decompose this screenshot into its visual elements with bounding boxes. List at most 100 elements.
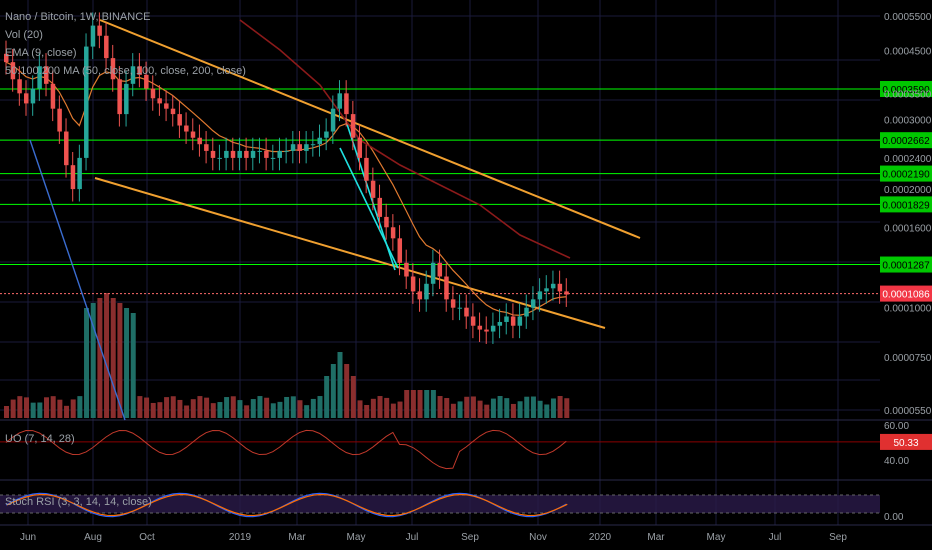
- price-tick-label: 0.0001600: [884, 223, 932, 234]
- price-tick-label: 0.0005500: [884, 12, 932, 23]
- candle-body: [404, 262, 409, 277]
- level-price-tag: [880, 196, 932, 213]
- time-tick-label: Oct: [139, 532, 155, 543]
- volume-bar: [30, 402, 36, 418]
- volume-bar: [37, 402, 43, 418]
- volume-bar: [337, 352, 343, 418]
- volume-bar: [224, 397, 230, 418]
- candle-body: [37, 66, 42, 89]
- candle-body: [70, 165, 76, 190]
- candle-body: [377, 197, 383, 217]
- volume-bar: [77, 396, 83, 418]
- uo-line: [5, 429, 567, 470]
- candle-body: [270, 157, 276, 159]
- volume-bar: [437, 396, 443, 418]
- volume-bar: [304, 405, 310, 418]
- candle-body: [450, 299, 456, 308]
- volume-bar: [97, 298, 103, 418]
- volume-bar: [357, 400, 363, 418]
- candle-body: [350, 114, 356, 138]
- volume-bar: [230, 396, 236, 418]
- candle-body: [424, 283, 429, 300]
- time-tick-label: Jun: [20, 532, 36, 543]
- candle-body: [297, 144, 302, 151]
- price-axis[interactable]: 0.0005500 0.0004500 0.0003500 0.0003000 0.00…: [884, 12, 932, 417]
- level-price-tag: [880, 165, 932, 182]
- volume-bar: [377, 396, 383, 418]
- price-tick-label: 0.0000550: [884, 406, 932, 417]
- candle-body: [437, 262, 443, 277]
- candle-body: [517, 316, 523, 326]
- horizontal-levels[interactable]: 0.0003590 0.0002662 0.0002190 0.0001829 0.00…: [0, 80, 932, 302]
- candle-body: [130, 66, 136, 84]
- candle-body: [364, 157, 369, 181]
- volume-bar: [410, 390, 416, 418]
- candle-body: [490, 325, 496, 332]
- candle-body: [224, 150, 229, 158]
- volume-bar: [310, 398, 316, 418]
- volume-legend: Vol (20): [5, 29, 43, 41]
- candle-body: [177, 114, 182, 126]
- candle-body: [417, 291, 423, 300]
- price-tick-label: 0.0004500: [884, 46, 932, 57]
- candle-body: [484, 329, 489, 332]
- time-tick-label: May: [707, 532, 726, 543]
- volume-bar: [184, 405, 190, 418]
- volume-bar: [190, 399, 196, 418]
- volume-bar: [277, 401, 283, 418]
- candles[interactable]: [4, 12, 569, 344]
- candle-body: [164, 103, 169, 109]
- stoch-pane: 0.00: [0, 492, 904, 523]
- volume-bar: [284, 396, 290, 418]
- volume-bar: [290, 396, 296, 418]
- stoch-d-line: [6, 493, 568, 517]
- candle-body: [4, 53, 9, 63]
- time-tick-label: 2019: [229, 532, 252, 543]
- candle-body: [324, 131, 329, 138]
- volume-bar: [137, 396, 143, 418]
- candle-body: [184, 125, 189, 132]
- price-tick-label: 0.0001000: [884, 304, 932, 315]
- volume-bar: [84, 308, 90, 418]
- time-tick-label: Sep: [461, 532, 479, 543]
- volume-bar: [564, 398, 570, 418]
- candle-body: [510, 316, 516, 326]
- ma-line: [239, 19, 571, 259]
- candle-body: [470, 316, 476, 326]
- volume-bar: [510, 403, 516, 418]
- time-tick-label: Jul: [406, 532, 419, 543]
- candle-body: [550, 283, 556, 289]
- candle-body: [64, 131, 69, 166]
- volume-bar: [430, 390, 436, 418]
- volume-bar: [557, 396, 563, 418]
- candle-body: [344, 93, 349, 115]
- candle-body: [290, 144, 296, 151]
- uo-tick-label: 60.00: [884, 421, 909, 432]
- volume-bar: [144, 397, 150, 418]
- candle-body: [77, 157, 82, 190]
- candle-body: [390, 227, 396, 239]
- volume-bar: [444, 398, 450, 418]
- candle-body: [104, 35, 109, 59]
- candle-body: [137, 66, 142, 75]
- ma-legend: 50.100.200 MA (50, close, 100, close, 20…: [5, 65, 246, 77]
- stoch-legend: Stoch RSI (3, 3, 14, 14, close): [5, 496, 152, 508]
- time-tick-label: 2020: [589, 532, 612, 543]
- volume-bar: [417, 390, 423, 418]
- price-tick-label: 0.0000750: [884, 353, 932, 364]
- volume-bar: [244, 405, 250, 418]
- candle-body: [330, 108, 336, 132]
- volume-bar: [17, 396, 23, 418]
- volume-bar: [530, 396, 536, 418]
- candle-body: [170, 108, 176, 115]
- time-axis[interactable]: Jun Aug Oct 2019 Mar May Jul Sep Nov 2020 Mar May Ju…: [20, 532, 847, 543]
- volume-bar: [210, 403, 216, 418]
- volume-bar: [330, 364, 336, 418]
- volume-bar: [264, 397, 270, 418]
- candle-body: [430, 262, 436, 284]
- volume-bar: [297, 400, 303, 418]
- candle-body: [464, 307, 469, 317]
- candle-body: [497, 321, 503, 326]
- candle-body: [284, 150, 289, 152]
